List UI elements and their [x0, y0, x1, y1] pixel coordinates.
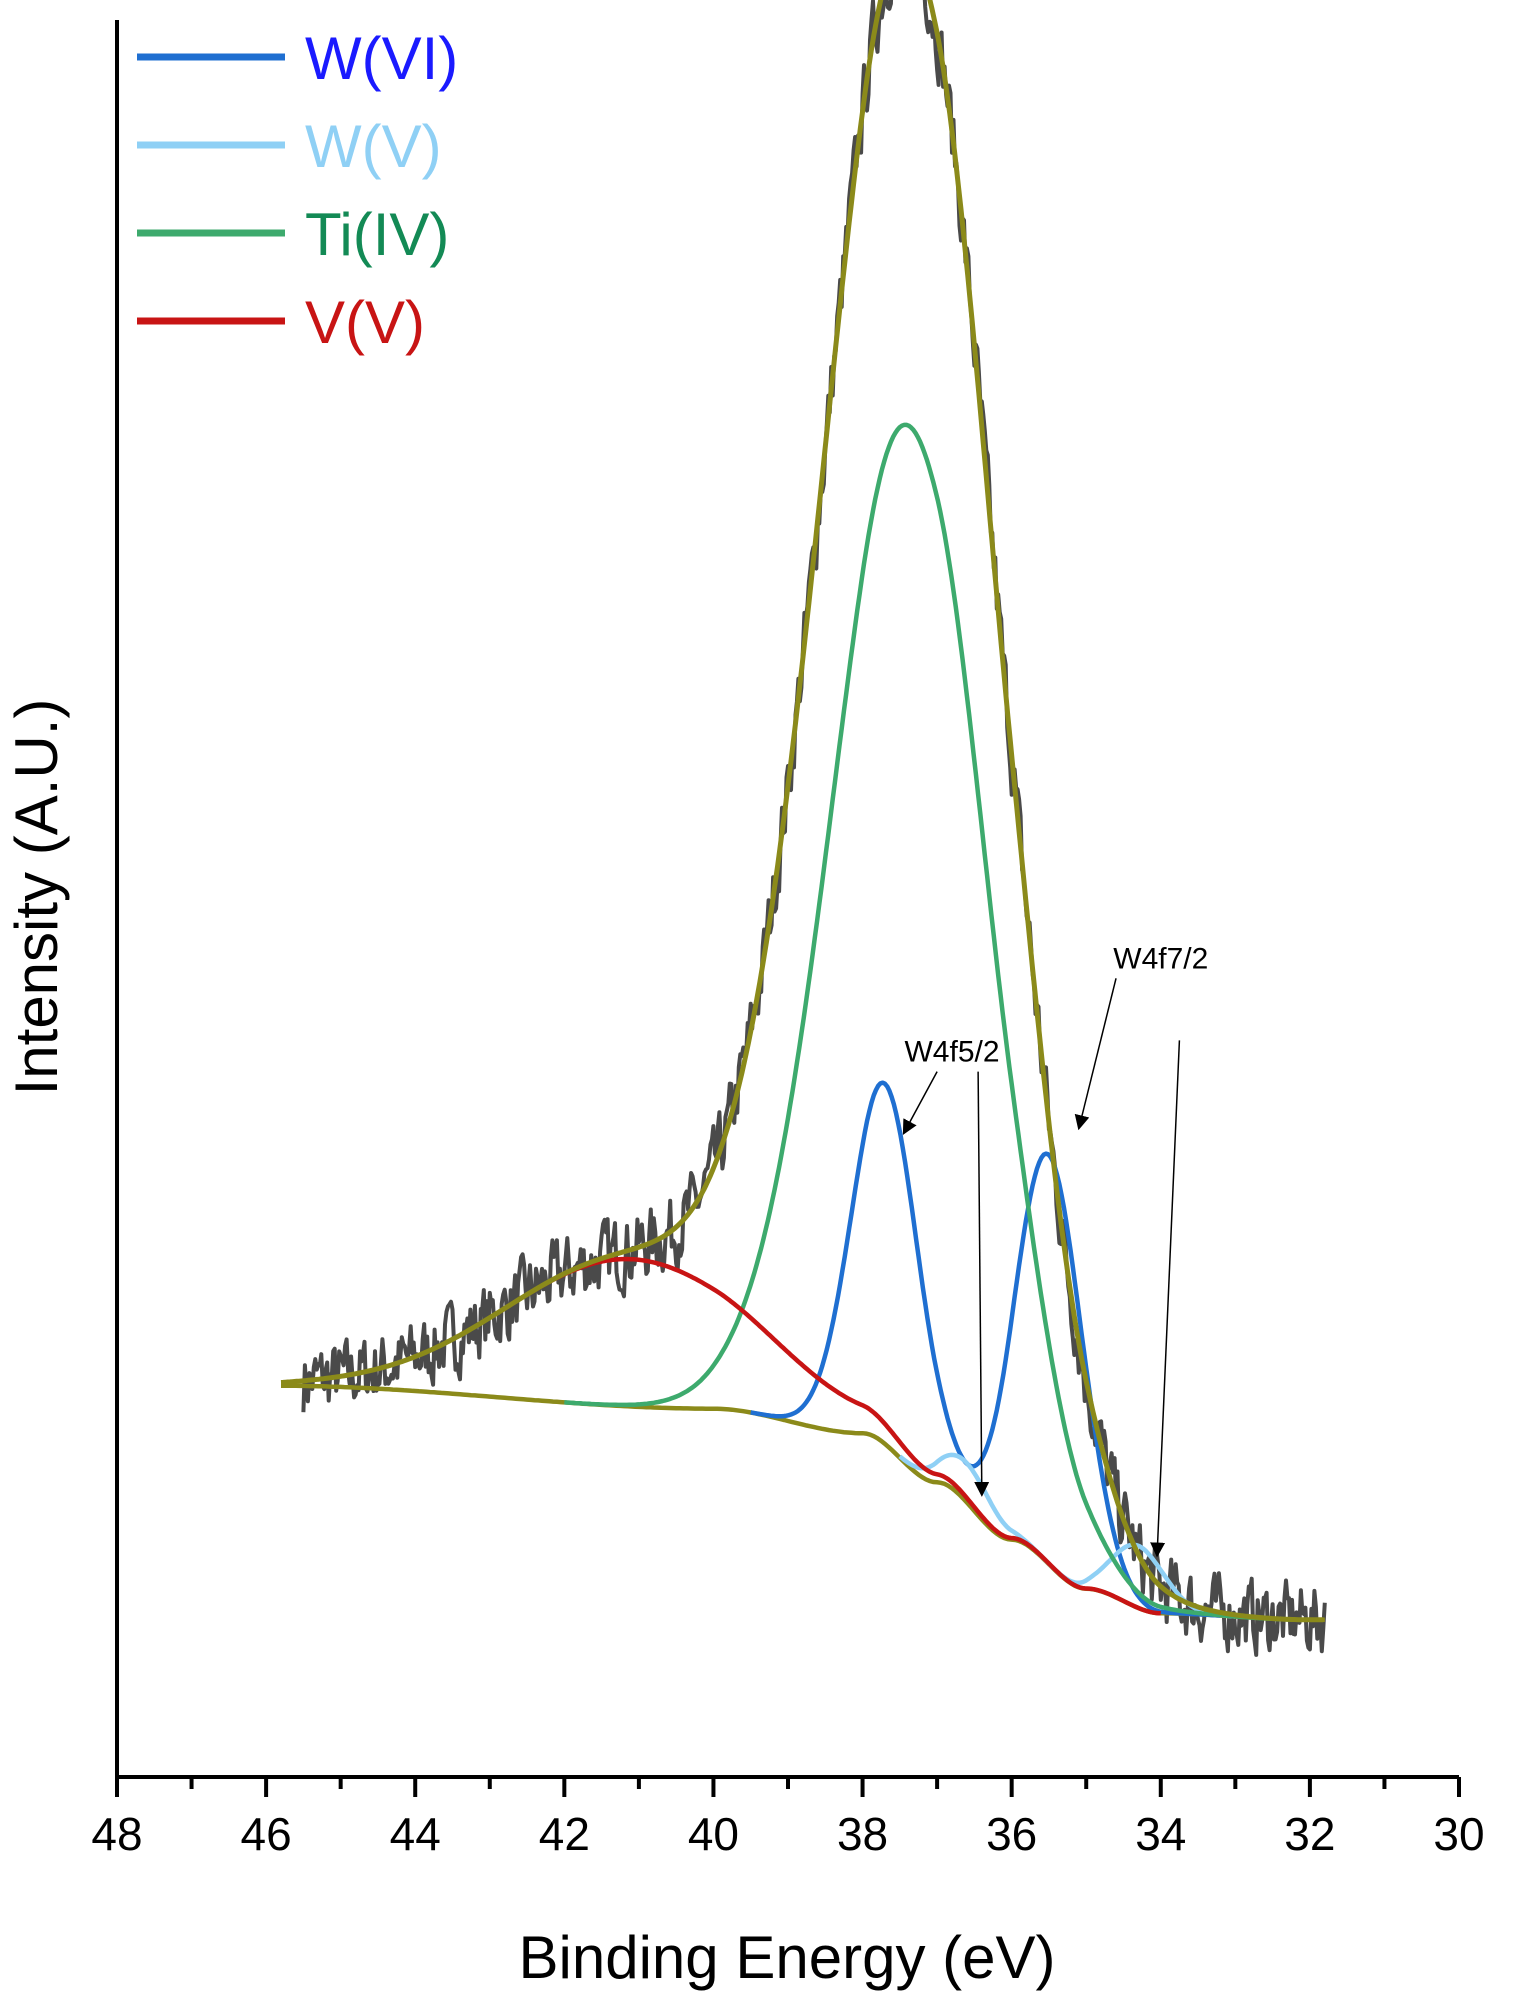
x-tick-label: 38 — [837, 1808, 888, 1860]
annotation-arrow — [902, 1071, 938, 1135]
series-line-v-v — [488, 1256, 1161, 1616]
x-tick-label: 36 — [986, 1808, 1037, 1860]
legend-label: Ti(IV) — [305, 201, 449, 268]
annotation-w4f7-2: W4f7/2 — [1113, 942, 1208, 975]
axes: 48 46 44 42 40 38 36 34 32 30 — [91, 20, 1485, 1860]
raw-data-layer — [301, 0, 1327, 1657]
x-tick-label: 30 — [1433, 1808, 1484, 1860]
series-line-raw-data — [301, 0, 1327, 1657]
y-axis-title: Intensity (A.U.) — [3, 699, 70, 1096]
annotation-arrow — [1150, 1040, 1181, 1558]
x-tick-label: 40 — [688, 1808, 739, 1860]
x-tick-label: 44 — [390, 1808, 441, 1860]
component-layer — [488, 422, 1310, 1623]
x-ticks: 48 46 44 42 40 38 36 34 32 30 — [91, 1777, 1485, 1860]
annotation-arrow — [1074, 978, 1117, 1131]
annotation-w4f5-2: W4f5/2 — [904, 1036, 999, 1069]
legend-label: W(V) — [305, 113, 442, 180]
legend-label: V(V) — [305, 289, 425, 356]
x-tick-label: 32 — [1284, 1808, 1335, 1860]
annotation-arrow — [974, 1071, 990, 1497]
x-tick-label: 34 — [1135, 1808, 1186, 1860]
legend: W(VI) W(V) Ti(IV) V(V) — [137, 25, 458, 356]
envelope-layer — [280, 0, 1324, 1623]
series-line-ti-iv — [564, 422, 1310, 1623]
x-tick-label: 48 — [91, 1808, 142, 1860]
annotations: W4f5/2 W4f7/2 — [902, 942, 1208, 1558]
series-line-envelope — [280, 0, 1324, 1623]
legend-label: W(VI) — [305, 25, 458, 92]
x-tick-label: 42 — [539, 1808, 590, 1860]
series-line-w-vi — [750, 1080, 1221, 1618]
x-axis-title: Binding Energy (eV) — [519, 1924, 1056, 1991]
x-tick-label: 46 — [241, 1808, 292, 1860]
